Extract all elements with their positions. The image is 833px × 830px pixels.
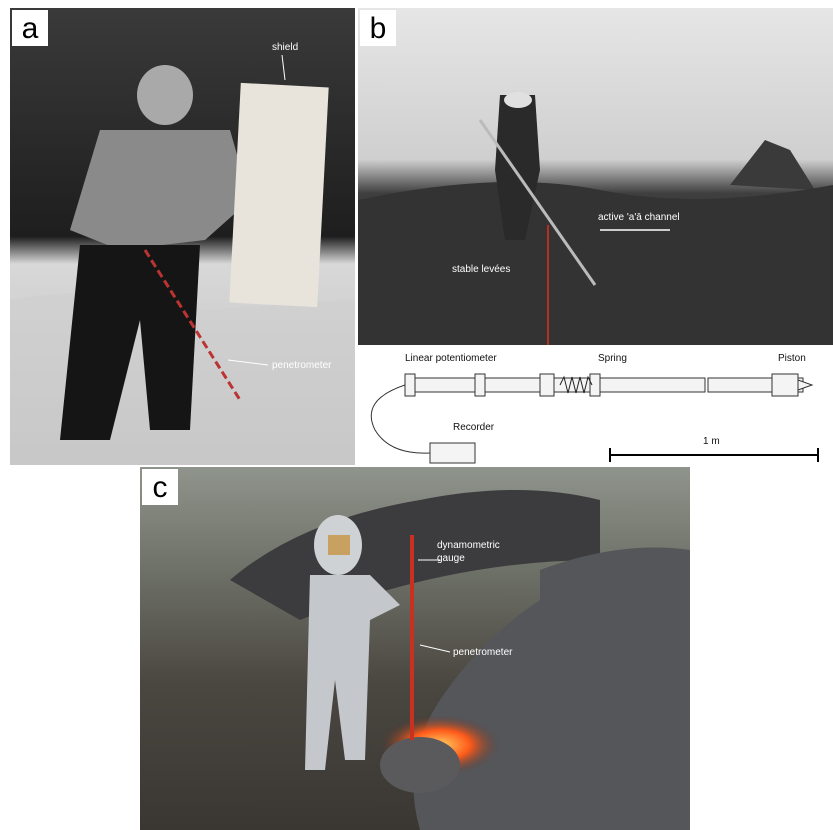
- cone: [730, 140, 815, 190]
- man-b: [495, 95, 540, 240]
- shield: [229, 82, 329, 308]
- arrow: [227, 359, 269, 366]
- annotation: gauge: [437, 553, 465, 564]
- pole: [478, 119, 597, 286]
- visor: [328, 535, 350, 555]
- part-label: Linear potentiometer: [405, 353, 497, 364]
- arrow: [281, 54, 286, 81]
- scale-label: 1 m: [703, 436, 720, 447]
- panel-label: a: [22, 12, 39, 45]
- annotation: shield: [272, 42, 298, 53]
- arrow: [419, 644, 451, 653]
- hat: [504, 92, 532, 108]
- annotation: penetrometer: [272, 360, 332, 371]
- panel-label: c: [153, 471, 168, 504]
- lava-field: [358, 182, 833, 345]
- annotation: active 'a'ā channel: [598, 212, 680, 223]
- panel-c: c dynamometric gauge penetrometer: [140, 467, 690, 830]
- label-box: [142, 469, 178, 505]
- part-label: Piston: [778, 353, 806, 364]
- part-label: Recorder: [453, 422, 495, 433]
- label-box: [360, 10, 396, 46]
- panel-b: b active 'a'ā channel stable levées Line…: [358, 8, 833, 465]
- cable: [370, 384, 431, 454]
- trousers: [60, 245, 200, 440]
- jacket: [70, 130, 250, 250]
- annotation: stable levées: [452, 264, 510, 275]
- penetrometer-rod: [143, 249, 242, 401]
- lava-toe: [380, 737, 460, 793]
- suit: [305, 575, 400, 770]
- panel-a: a shield penetrometer: [10, 8, 355, 465]
- panel-label: b: [370, 12, 387, 45]
- label-box: [12, 10, 48, 46]
- spring: [559, 375, 593, 394]
- annotation: penetrometer: [453, 647, 513, 658]
- annotation: dynamometric: [437, 540, 500, 551]
- part-label: Spring: [598, 353, 627, 364]
- hood: [137, 65, 193, 125]
